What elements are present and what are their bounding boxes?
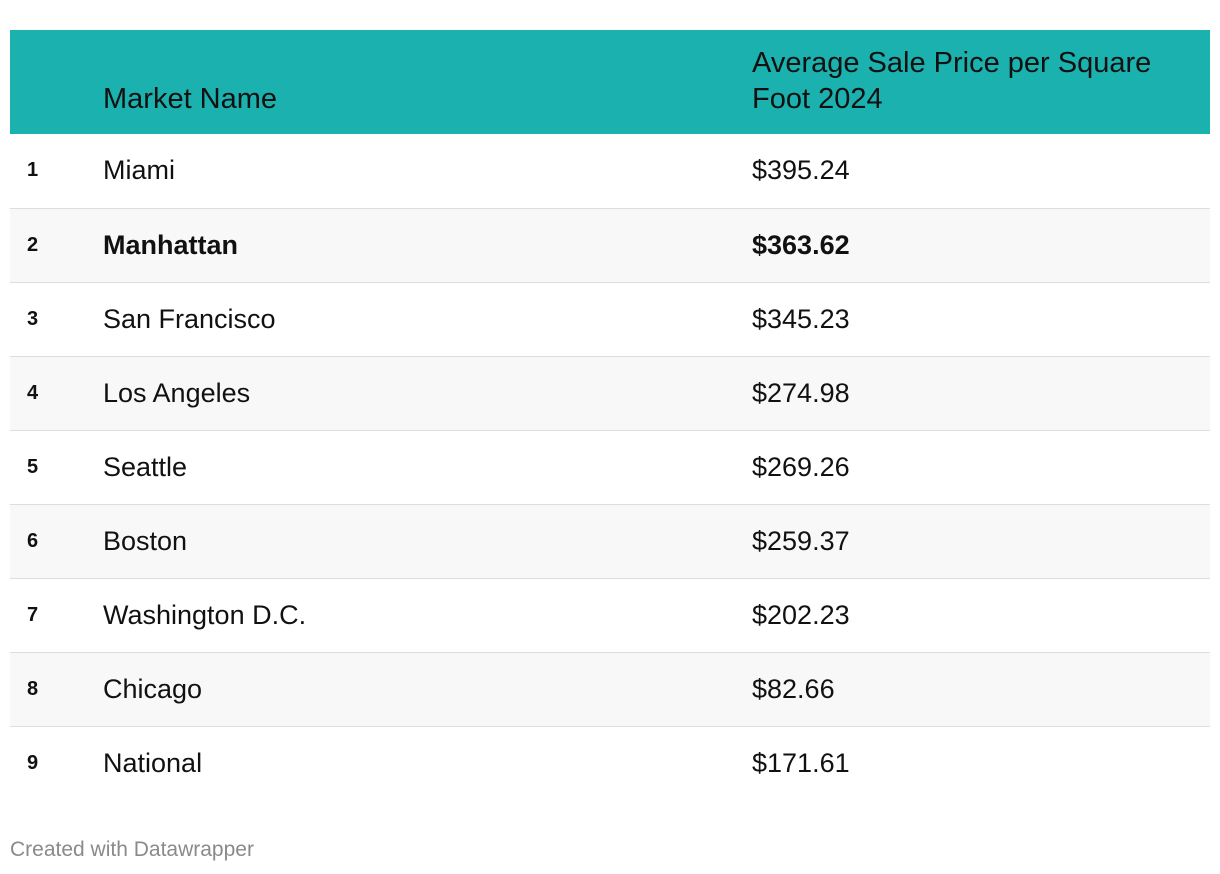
table-row: 6 Boston $259.37: [10, 504, 1210, 578]
table-row: 3 San Francisco $345.23: [10, 282, 1210, 356]
price-cell: $274.98: [752, 377, 850, 408]
market-name-cell: Boston: [103, 525, 188, 556]
datawrapper-credit: Created with Datawrapper: [10, 838, 254, 861]
price-cell: $202.23: [752, 599, 850, 630]
table-row: 5 Seattle $269.26: [10, 430, 1210, 504]
market-name-cell: Manhattan: [103, 229, 238, 260]
data-table: Market Name Average Sale Price per Squar…: [10, 30, 1210, 800]
market-name-cell: Seattle: [103, 451, 188, 482]
rank-cell: 3: [27, 307, 39, 330]
rank-cell: 4: [27, 381, 39, 404]
rank-cell: 2: [27, 233, 39, 256]
price-cell: $82.66: [752, 673, 835, 704]
rank-cell: 1: [27, 159, 39, 182]
rank-cell: 7: [27, 603, 39, 626]
table-body: 1 Miami $395.24 2 Manhattan $363.62 3 San Franc…: [10, 134, 1210, 800]
rank-cell: 5: [27, 455, 39, 478]
header-market-name: Market Name: [103, 83, 278, 115]
rank-cell: 6: [27, 529, 39, 552]
price-cell: $171.61: [752, 747, 850, 778]
price-cell: $395.24: [752, 155, 850, 186]
price-cell: $345.23: [752, 303, 850, 334]
table-row: 9 National $171.61: [10, 726, 1210, 800]
market-name-cell: San Francisco: [103, 303, 276, 334]
price-cell: $259.37: [752, 525, 850, 556]
table-row: 4 Los Angeles $274.98: [10, 356, 1210, 430]
table-row: 2 Manhattan $363.62: [10, 208, 1210, 282]
table-header: Market Name Average Sale Price per Squar…: [10, 30, 1210, 134]
header-price: Average Sale Price per Square Foot 2024: [752, 47, 1152, 115]
price-cell: $363.62: [752, 229, 850, 260]
table-row: 1 Miami $395.24: [10, 134, 1210, 208]
table-container: Market Name Average Sale Price per Squar…: [10, 30, 1210, 800]
table-row: 7 Washington D.C. $202.23: [10, 578, 1210, 652]
market-name-cell: Chicago: [103, 673, 203, 704]
price-cell: $269.26: [752, 451, 850, 482]
market-name-cell: Miami: [103, 155, 175, 186]
table-row: 8 Chicago $82.66: [10, 652, 1210, 726]
header-rank: [10, 30, 103, 134]
rank-cell: 9: [27, 751, 39, 774]
market-name-cell: National: [103, 747, 203, 778]
market-name-cell: Washington D.C.: [103, 599, 307, 630]
rank-cell: 8: [27, 677, 39, 700]
header-row: Market Name Average Sale Price per Squar…: [10, 30, 1210, 134]
market-name-cell: Los Angeles: [103, 377, 251, 408]
